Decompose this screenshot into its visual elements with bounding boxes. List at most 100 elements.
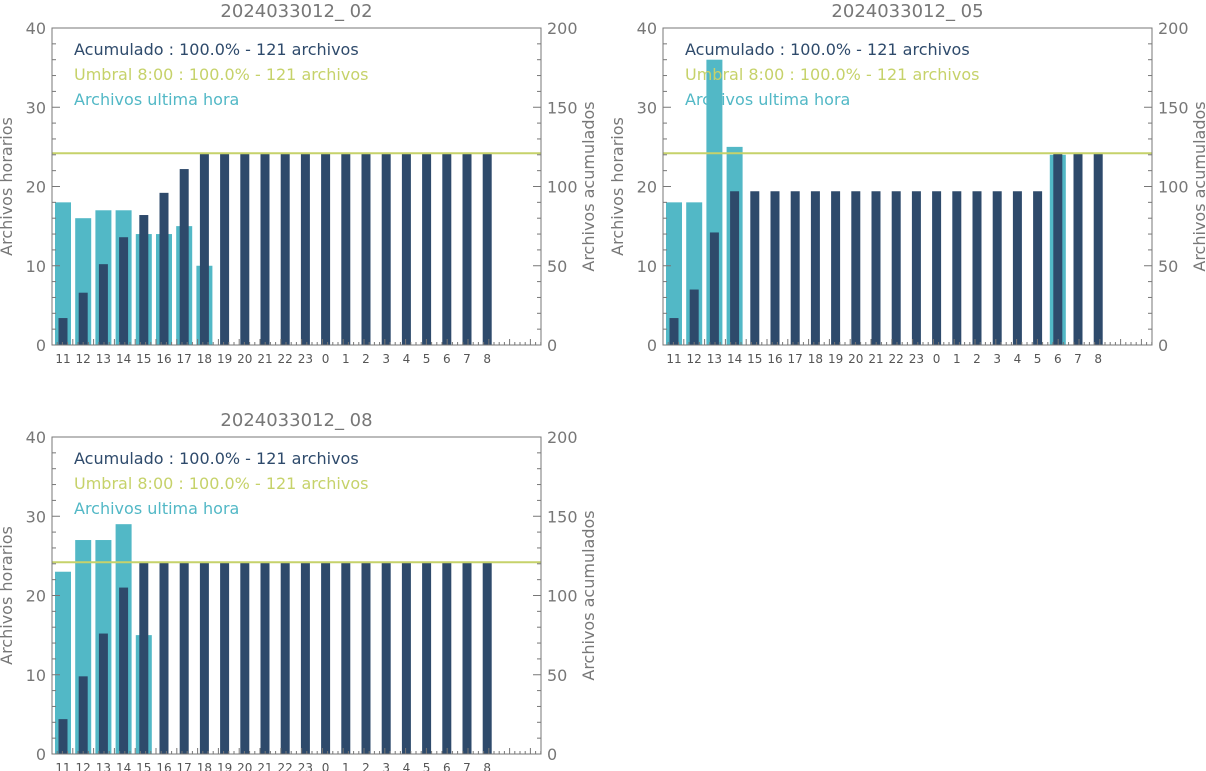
accumulated-bar: [240, 153, 250, 345]
chart-title: 2024033012_ 05: [831, 1, 983, 22]
x-tick-label: 7: [1074, 352, 1082, 366]
accumulated-bar: [139, 215, 149, 345]
accumulated-bar: [78, 292, 88, 345]
x-tick-label: 23: [909, 352, 924, 366]
accumulated-bar: [871, 191, 881, 345]
left-tick-label: 30: [26, 507, 46, 526]
x-tick-label: 6: [443, 352, 451, 366]
left-axis-label: Archivos horarios: [0, 117, 16, 256]
x-tick-label: 7: [463, 761, 471, 771]
right-tick-label: 100: [547, 587, 578, 606]
right-tick-label: 150: [1158, 98, 1189, 117]
hourly-bar: [55, 202, 71, 345]
accumulated-bar: [442, 562, 452, 754]
right-tick-label: 150: [547, 507, 578, 526]
x-tick-label: 2: [362, 352, 370, 366]
accumulated-bar: [1012, 191, 1022, 345]
x-tick-label: 1: [342, 761, 350, 771]
x-tick-label: 13: [96, 352, 111, 366]
accumulated-bar: [361, 153, 371, 345]
x-tick-label: 22: [278, 352, 293, 366]
accumulated-bar: [730, 191, 740, 345]
x-tick-label: 18: [197, 352, 212, 366]
x-tick-label: 12: [76, 761, 91, 771]
left-tick-label: 20: [26, 178, 46, 197]
x-tick-label: 23: [298, 761, 313, 771]
accumulated-bar: [179, 562, 189, 754]
right-tick-label: 100: [1158, 178, 1189, 197]
x-tick-label: 5: [1034, 352, 1042, 366]
accumulated-bar: [98, 633, 108, 754]
x-tick-label: 19: [828, 352, 843, 366]
accumulated-bar: [78, 676, 88, 754]
accumulated-bar: [381, 562, 391, 754]
accumulated-bar: [280, 562, 290, 754]
accumulated-bar: [790, 191, 800, 345]
x-tick-label: 11: [666, 352, 681, 366]
x-tick-label: 16: [156, 761, 171, 771]
x-tick-label: 3: [382, 352, 390, 366]
accumulated-bar: [260, 153, 270, 345]
x-tick-label: 3: [993, 352, 1001, 366]
x-tick-label: 12: [687, 352, 702, 366]
x-tick-label: 17: [177, 761, 192, 771]
accumulated-bar: [952, 191, 962, 345]
accumulated-bar: [220, 562, 230, 754]
x-tick-label: 2: [973, 352, 981, 366]
accumulated-bar: [401, 562, 411, 754]
accumulated-bar: [442, 153, 452, 345]
x-tick-label: 15: [136, 352, 151, 366]
x-tick-label: 3: [382, 761, 390, 771]
x-tick-label: 20: [237, 352, 252, 366]
right-tick-label: 200: [547, 428, 578, 447]
accumulated-bar: [709, 232, 719, 345]
accumulated-bar: [482, 153, 492, 345]
accumulated-bar: [689, 289, 699, 345]
x-tick-label: 23: [298, 352, 313, 366]
x-tick-label: 11: [55, 761, 70, 771]
accumulated-bar: [831, 191, 841, 345]
accumulated-bar: [321, 562, 331, 754]
accumulated-bar: [119, 587, 129, 754]
x-tick-label: 8: [483, 352, 491, 366]
left-axis-label: Archivos horarios: [0, 526, 16, 665]
x-tick-label: 19: [217, 761, 232, 771]
x-tick-label: 22: [889, 352, 904, 366]
accumulated-bar: [58, 318, 68, 345]
accumulated-bar: [932, 191, 942, 345]
legend-threshold: Umbral 8:00 : 100.0% - 121 archivos: [74, 474, 368, 493]
x-tick-label: 2: [362, 761, 370, 771]
accumulated-bar: [810, 191, 820, 345]
x-tick-label: 15: [136, 761, 151, 771]
x-tick-label: 16: [767, 352, 782, 366]
left-tick-label: 30: [637, 98, 657, 117]
accumulated-bar: [361, 562, 371, 754]
x-tick-label: 18: [808, 352, 823, 366]
x-tick-label: 14: [116, 761, 131, 771]
x-tick-label: 18: [197, 761, 212, 771]
x-tick-label: 5: [423, 352, 431, 366]
accumulated-bar: [911, 191, 921, 345]
accumulated-bar: [750, 191, 760, 345]
x-tick-label: 0: [322, 761, 330, 771]
accumulated-bar: [98, 264, 108, 345]
accumulated-bar: [199, 562, 209, 754]
x-tick-label: 19: [217, 352, 232, 366]
right-tick-label: 0: [1158, 336, 1168, 355]
right-tick-label: 50: [547, 257, 567, 276]
x-tick-label: 0: [322, 352, 330, 366]
accumulated-bar: [139, 562, 149, 754]
accumulated-bar: [260, 562, 270, 754]
x-tick-label: 21: [257, 352, 272, 366]
left-tick-label: 40: [26, 428, 46, 447]
right-axis-label: Archivos acumulados: [579, 101, 598, 271]
hourly-bar: [55, 571, 71, 754]
accumulated-bar: [341, 153, 351, 345]
legend-accumulated: Acumulado : 100.0% - 121 archivos: [685, 40, 970, 59]
right-tick-label: 200: [1158, 19, 1189, 38]
accumulated-bar: [179, 169, 189, 345]
accumulated-bar: [891, 191, 901, 345]
accumulated-bar: [462, 153, 472, 345]
accumulated-bar: [1053, 153, 1063, 345]
x-tick-label: 16: [156, 352, 171, 366]
